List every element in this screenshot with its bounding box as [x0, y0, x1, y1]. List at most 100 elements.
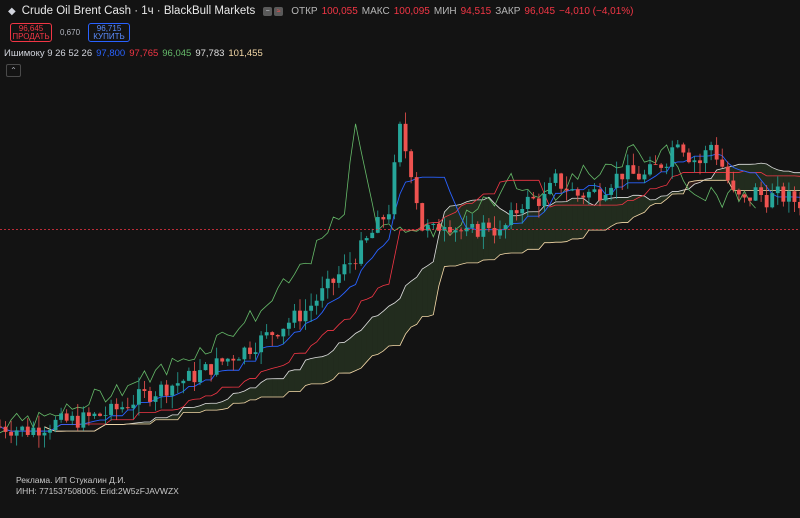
- cloud-segment: [566, 198, 573, 242]
- senkou-span-a-line: [44, 162, 800, 432]
- candle: [753, 183, 758, 202]
- cloud-segment: [672, 191, 678, 195]
- candle: [453, 227, 458, 242]
- candle: [114, 398, 119, 420]
- candle: [131, 394, 136, 420]
- candle: [748, 197, 752, 207]
- ichimoku-lines: [0, 123, 800, 434]
- candle: [431, 222, 436, 231]
- candle: [231, 354, 236, 371]
- cloud-segment: [272, 378, 278, 397]
- cloud-segment: [600, 199, 606, 231]
- cloud-segment: [383, 306, 389, 351]
- candle: [653, 155, 658, 166]
- candle: [481, 215, 486, 250]
- sell-button[interactable]: 96,645 ПРОДАТЬ: [10, 23, 52, 42]
- candle: [286, 317, 291, 336]
- cloud-segment: [311, 357, 317, 384]
- sell-price: 96,645: [18, 24, 44, 33]
- candle: [703, 145, 708, 173]
- cloud-segment: [144, 422, 150, 425]
- cloud-segment: [211, 403, 217, 411]
- candle: [309, 293, 314, 323]
- candle: [592, 183, 597, 194]
- minus-icon[interactable]: −: [263, 6, 273, 16]
- cloud-segment: [377, 311, 384, 355]
- candle: [764, 185, 769, 213]
- candle: [709, 141, 714, 161]
- cloud-segment: [766, 164, 773, 191]
- symbol-drop-icon: ◆: [8, 5, 16, 17]
- candle: [9, 420, 14, 444]
- cloud-segment: [716, 168, 723, 181]
- candle: [336, 266, 341, 288]
- candle: [798, 191, 800, 216]
- candle: [192, 361, 197, 391]
- candle: [186, 367, 191, 382]
- cloud-segment: [744, 164, 750, 191]
- candle: [564, 176, 569, 201]
- spread-value: 0,670: [60, 28, 81, 37]
- candle: [775, 176, 780, 205]
- cloud-segment: [483, 197, 489, 261]
- candle: [175, 372, 180, 394]
- cloud-segment: [633, 195, 639, 218]
- candle: [70, 411, 75, 426]
- cloud-segment: [577, 198, 584, 239]
- cloud-segment: [200, 403, 206, 413]
- candle: [536, 193, 541, 218]
- candle: [3, 421, 8, 439]
- cloud-segment: [155, 417, 162, 420]
- cloud-segment: [166, 414, 173, 420]
- candle: [681, 142, 686, 157]
- cloud-segment: [338, 342, 345, 374]
- candle: [548, 177, 552, 196]
- buy-button[interactable]: 96,715 КУПИТЬ: [88, 23, 131, 42]
- candle: [609, 184, 614, 201]
- cloud-segment: [555, 201, 562, 243]
- candle: [403, 112, 408, 159]
- cloud-segment: [588, 202, 595, 231]
- collapse-legend-icon[interactable]: ⌃: [6, 64, 21, 77]
- candle: [731, 171, 736, 193]
- ad-line-1: Реклама. ИП Стукалин Д.И.: [16, 475, 126, 485]
- candle: [259, 331, 264, 365]
- open-value: 100,055: [321, 5, 358, 17]
- cloud-segment: [572, 198, 578, 239]
- cloud-segment: [305, 358, 312, 386]
- cloud-segment: [238, 391, 245, 404]
- candle: [586, 189, 591, 205]
- span-b-value: 101,455: [228, 48, 263, 59]
- candle: [381, 214, 386, 228]
- candle: [92, 411, 97, 419]
- candle: [359, 232, 364, 266]
- cloud-segment: [694, 180, 700, 185]
- cloud-segment: [583, 198, 589, 239]
- candle: [420, 202, 425, 232]
- candle: [425, 219, 430, 238]
- cloud-segment: [227, 393, 234, 409]
- candle: [714, 137, 719, 166]
- approx-badge: ≈: [274, 6, 284, 16]
- cloud-segment: [594, 199, 600, 231]
- cloud-segment: [655, 196, 662, 204]
- candle: [242, 346, 247, 365]
- candle: [581, 192, 586, 205]
- chart-header: ◆ Crude Oil Brent Cash · 1ч · BlackBull …: [0, 0, 800, 22]
- candle: [348, 252, 352, 274]
- symbol-title[interactable]: Crude Oil Brent Cash · 1ч · BlackBull Ma…: [21, 5, 256, 17]
- cloud-segment: [550, 201, 556, 243]
- candle: [292, 303, 297, 329]
- candle: [125, 397, 130, 410]
- candle: [620, 173, 625, 190]
- cloud-segment: [522, 211, 528, 253]
- indicator-legend[interactable]: Ишимоку 9 26 52 26 97,800 97,765 96,045 …: [4, 48, 263, 59]
- cloud-segment: [533, 211, 539, 250]
- candle: [631, 153, 636, 175]
- candle: [659, 162, 664, 173]
- candle: [120, 401, 125, 413]
- tenkan-value: 97,800: [96, 48, 126, 59]
- cloud-segment: [638, 195, 645, 215]
- cloud-segment: [216, 401, 223, 411]
